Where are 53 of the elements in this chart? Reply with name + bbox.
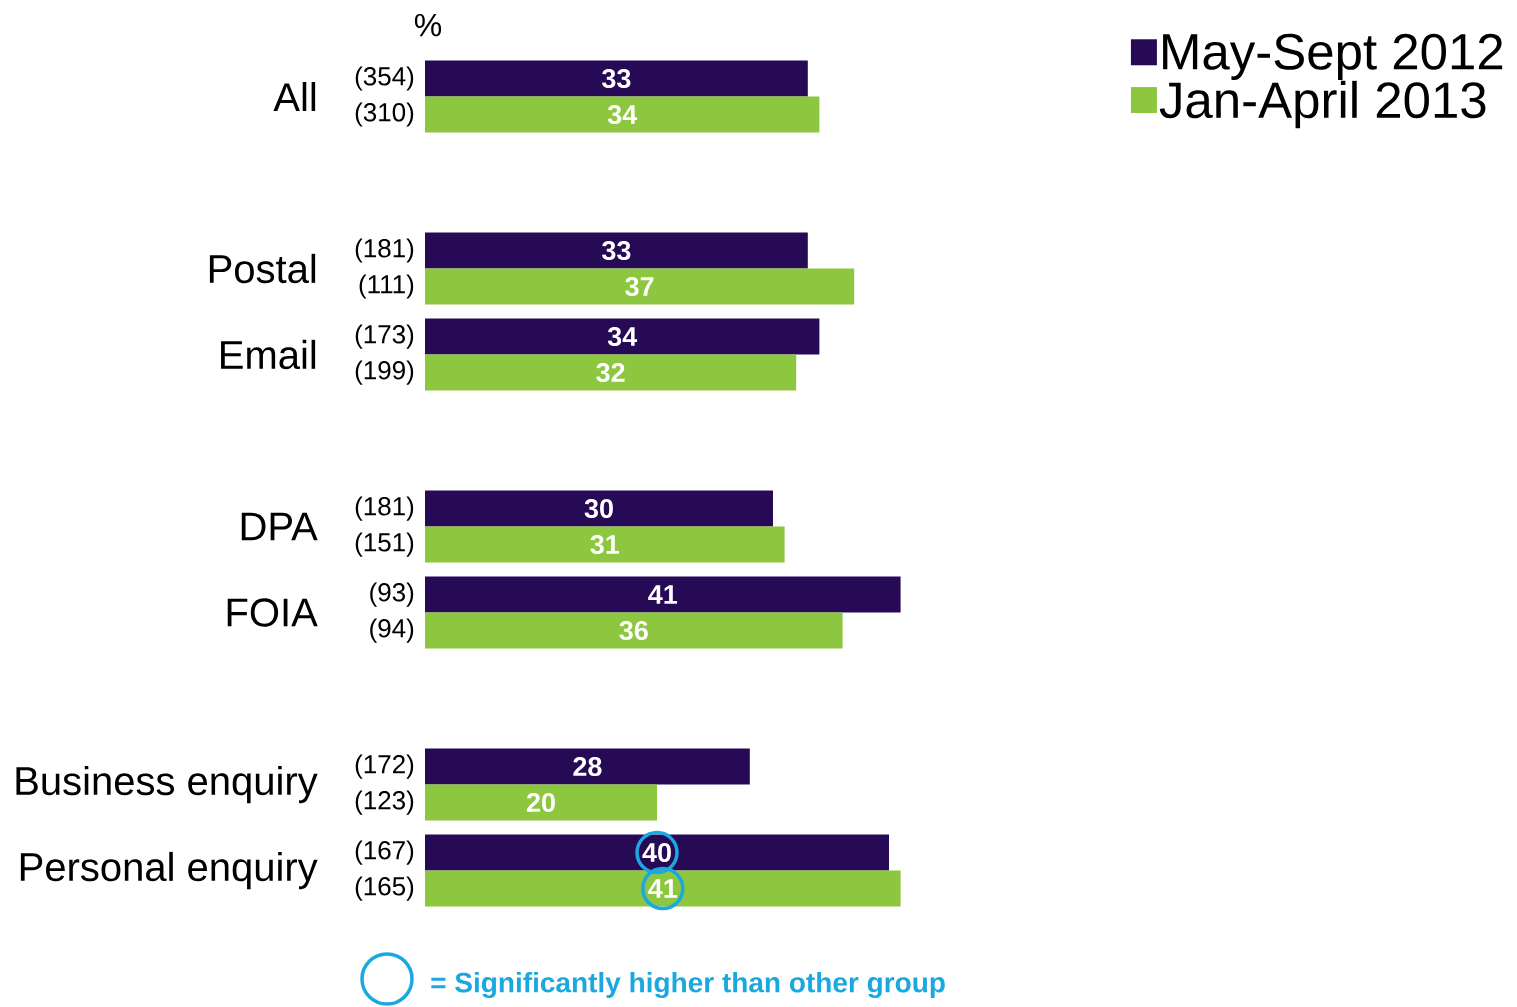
text: (181)	[355, 496, 414, 521]
data-label: 36	[619, 620, 648, 641]
text: (310)	[355, 102, 414, 127]
y-tick-label: Business enquiry	[16, 765, 318, 804]
bar	[425, 232, 808, 269]
data-label: 33	[602, 68, 631, 89]
bar	[425, 834, 889, 871]
bar	[425, 354, 797, 391]
data-label: 30	[584, 498, 613, 519]
text: = Significantly higher than other group	[431, 971, 945, 999]
bar	[425, 96, 820, 133]
data-label: 33	[602, 240, 631, 261]
text: (165)	[355, 876, 414, 901]
bar	[425, 576, 901, 613]
legend-label: Jan-April 2013	[1159, 80, 1486, 129]
text: (172)	[355, 754, 414, 779]
text: (181)	[355, 238, 414, 263]
y-tick-label: Postal	[209, 253, 316, 284]
text: (94)	[370, 618, 414, 643]
data-label: 41	[648, 879, 678, 898]
legend-label: May-Sept 2012	[1163, 33, 1503, 80]
data-label: 34	[607, 326, 638, 347]
text: (93)	[370, 582, 414, 607]
y-tick-label: FOIA	[227, 598, 318, 627]
text: (111)	[359, 274, 414, 299]
y-tick-label: Personal enquiry	[20, 851, 318, 890]
y-tick-label: Email	[221, 339, 316, 370]
data-label: 37	[625, 276, 654, 297]
y-tick-label: DPA	[241, 512, 318, 541]
bar	[425, 490, 773, 527]
bar	[425, 870, 901, 907]
text: (199)	[355, 360, 414, 385]
data-label: 32	[596, 362, 625, 383]
data-label: 28	[573, 756, 602, 777]
text: (123)	[355, 790, 414, 815]
y-tick-label: All	[273, 82, 316, 112]
bar	[425, 612, 843, 649]
text: (151)	[355, 532, 414, 557]
x-axis-title: %	[414, 13, 442, 37]
bar	[425, 268, 855, 305]
text: (354)	[355, 66, 414, 91]
data-label: 40	[642, 842, 671, 863]
data-label: 34	[607, 104, 638, 125]
text: (167)	[355, 840, 414, 865]
bar	[425, 318, 820, 355]
data-label: 31	[590, 534, 620, 555]
bar	[425, 748, 750, 785]
data-label: 41	[648, 585, 678, 604]
bar	[425, 784, 657, 821]
bar	[425, 60, 808, 97]
data-label: 20	[526, 792, 555, 813]
text: (173)	[355, 324, 414, 349]
bar	[425, 526, 785, 563]
